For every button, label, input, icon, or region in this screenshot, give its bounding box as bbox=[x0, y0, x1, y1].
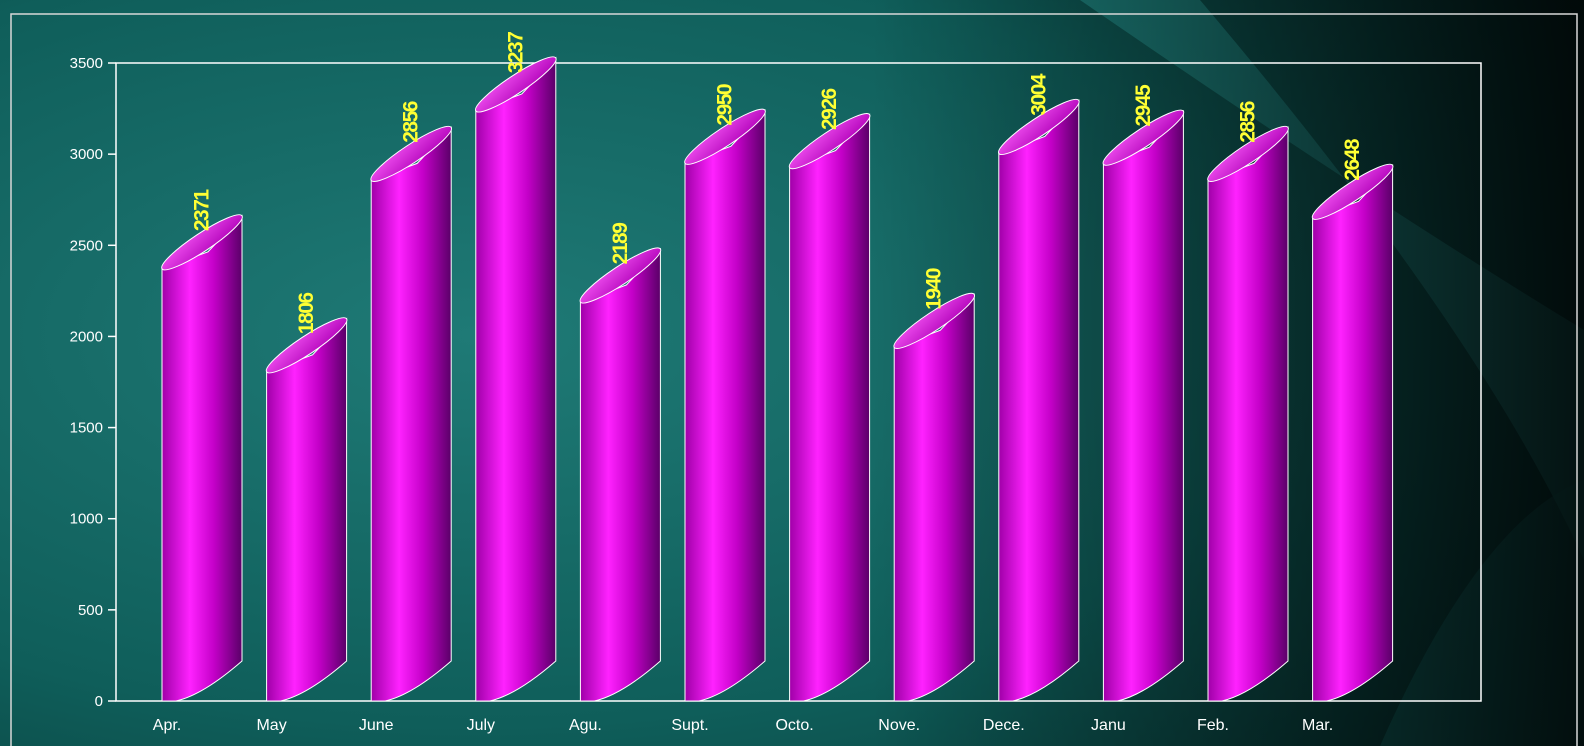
x-tick-label: Supt. bbox=[671, 717, 708, 734]
bar-group: 2945 bbox=[1102, 84, 1185, 702]
y-tick-label: 1000 bbox=[70, 511, 103, 528]
x-tick-label: Dece. bbox=[983, 717, 1025, 734]
bar bbox=[789, 113, 871, 702]
bar-top-cap bbox=[997, 98, 1080, 155]
bar bbox=[998, 99, 1080, 702]
bar-group: 2856 bbox=[1207, 101, 1289, 702]
bar-group: 2950 bbox=[684, 84, 766, 702]
x-tick-label: Nove. bbox=[878, 717, 920, 734]
x-tick-label: Feb. bbox=[1197, 717, 1229, 734]
bar bbox=[1207, 126, 1289, 702]
y-tick-label: 0 bbox=[95, 693, 103, 710]
data-label: 2856 bbox=[1237, 101, 1260, 143]
bar-top-cap bbox=[579, 247, 662, 304]
bar-group: 3004 bbox=[997, 73, 1080, 702]
bar-top-cap bbox=[265, 317, 348, 374]
bar bbox=[161, 214, 243, 702]
x-tick-label: Octo. bbox=[775, 717, 813, 734]
bar bbox=[1102, 109, 1184, 702]
bar-group: 1806 bbox=[265, 293, 348, 702]
x-tick-label: Mar. bbox=[1302, 717, 1333, 734]
data-label: 2648 bbox=[1341, 138, 1364, 181]
bar-top-cap bbox=[370, 125, 453, 182]
bar-top-cap bbox=[474, 56, 557, 113]
x-tick-label: Janu bbox=[1091, 717, 1126, 734]
outer-border bbox=[10, 13, 1578, 746]
bar-top-cap bbox=[161, 214, 243, 271]
bar-group: 2371 bbox=[161, 189, 243, 702]
bar-top-cap bbox=[1311, 163, 1394, 220]
x-tick-label: July bbox=[467, 717, 495, 734]
bar bbox=[475, 56, 557, 702]
bar-top-cap bbox=[1207, 125, 1289, 182]
x-tick-label: May bbox=[256, 717, 286, 734]
data-label: 2856 bbox=[400, 101, 423, 143]
bar bbox=[370, 126, 452, 702]
data-label: 2945 bbox=[1132, 84, 1155, 127]
data-label: 1940 bbox=[923, 268, 946, 310]
bar-top-cap bbox=[684, 108, 766, 165]
data-label: 2950 bbox=[714, 84, 737, 126]
data-label: 3004 bbox=[1027, 73, 1050, 116]
y-tick-label: 2500 bbox=[70, 237, 103, 254]
bar bbox=[579, 247, 661, 702]
x-tick-label: June bbox=[359, 717, 394, 734]
data-label: 2926 bbox=[818, 88, 841, 130]
bar-group: 2856 bbox=[370, 101, 453, 702]
bar-top-cap bbox=[788, 113, 871, 170]
bar bbox=[893, 293, 975, 702]
y-tick-label: 1500 bbox=[70, 420, 103, 437]
bar-group: 2926 bbox=[788, 88, 871, 702]
y-axis: 0 500 1000 1500 2000 2500 3000 3500 bbox=[70, 55, 116, 710]
bar-group: 1940 bbox=[893, 268, 976, 702]
y-tick-label: 2000 bbox=[70, 328, 103, 345]
bar-group: 2648 bbox=[1311, 138, 1394, 702]
bars: 2371 1806 2856 3237 2189 2950 2926 1940 3004 2945… bbox=[161, 32, 1394, 702]
y-tick-label: 3500 bbox=[70, 55, 103, 72]
bar-group: 2189 bbox=[579, 223, 662, 702]
bar bbox=[1312, 164, 1394, 702]
x-tick-label: Agu. bbox=[569, 717, 602, 734]
bar-group: 3237 bbox=[474, 32, 557, 702]
data-label: 2189 bbox=[609, 223, 632, 265]
data-label: 3237 bbox=[504, 32, 527, 74]
data-label: 2371 bbox=[191, 189, 214, 232]
data-label: 1806 bbox=[295, 293, 318, 335]
bar-top-cap bbox=[893, 292, 976, 349]
bar-top-cap bbox=[1102, 109, 1185, 166]
y-tick-label: 3000 bbox=[70, 146, 103, 163]
y-tick-label: 500 bbox=[78, 602, 103, 619]
x-tick-label: Apr. bbox=[153, 717, 181, 734]
bar bbox=[684, 108, 766, 702]
bar bbox=[266, 317, 348, 702]
x-axis: Apr. May June July Agu. Supt. Octo. Nove. Dece. J… bbox=[153, 717, 1333, 734]
